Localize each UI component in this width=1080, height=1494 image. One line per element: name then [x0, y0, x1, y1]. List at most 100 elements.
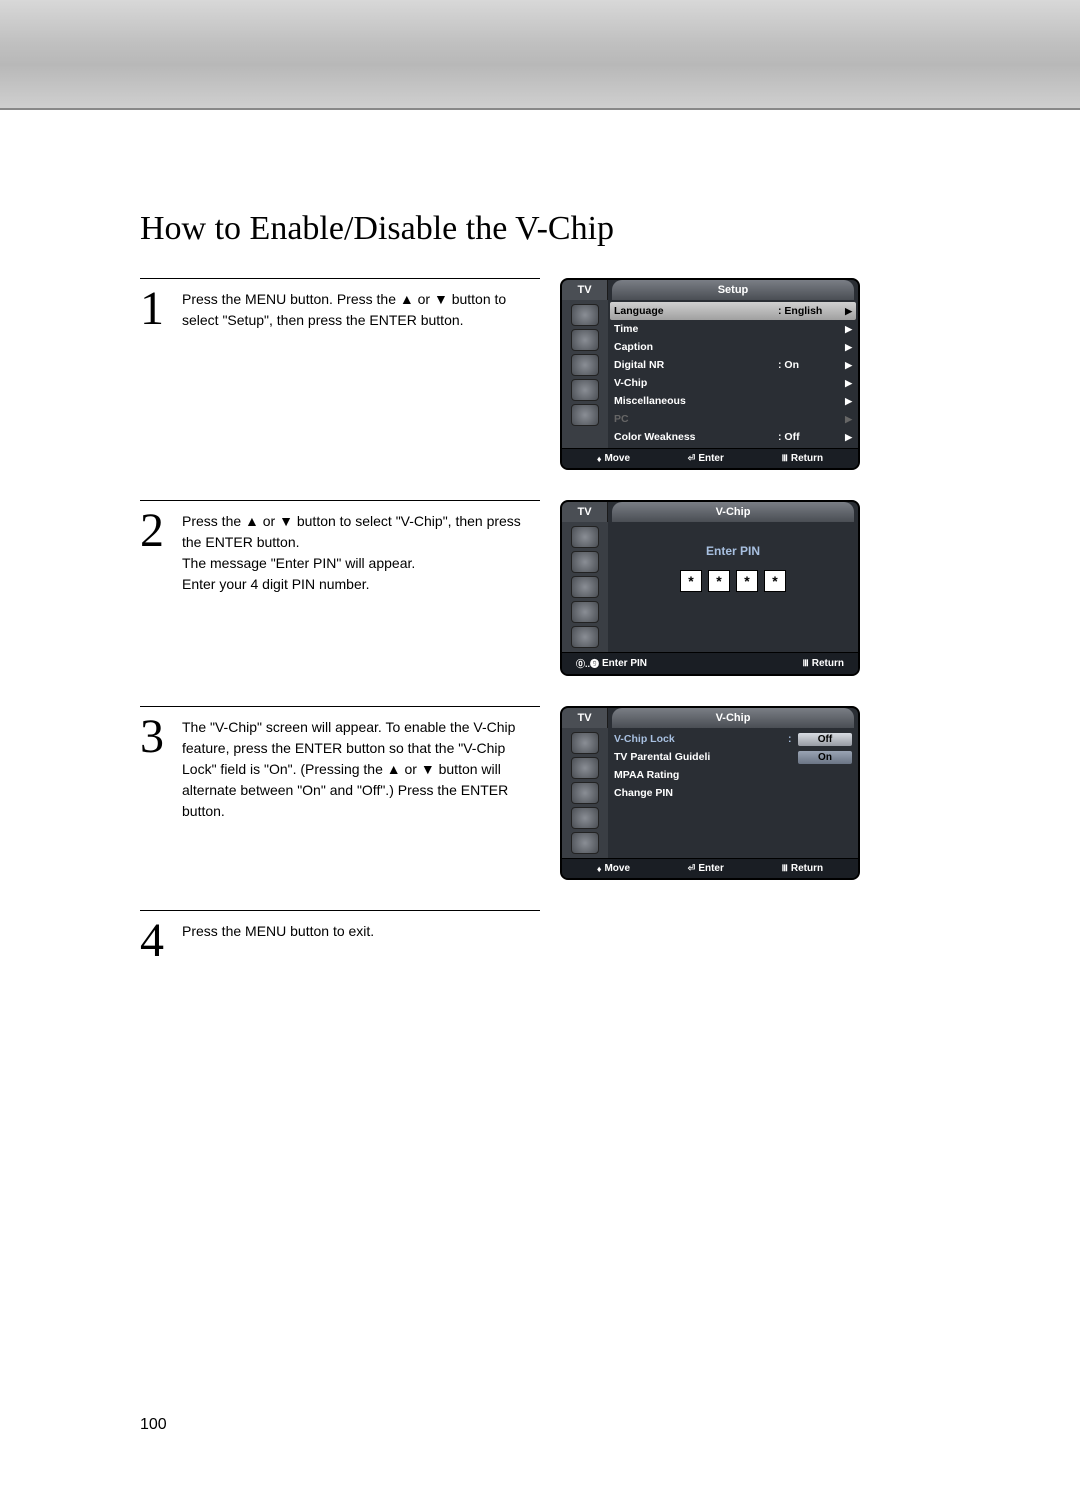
chevron-right-icon: ▶ [838, 414, 852, 425]
footer-return: ⅢReturn [782, 863, 823, 874]
page-title: How to Enable/Disable the V-Chip [140, 210, 940, 248]
screen-footer: ♦Move ⏎Enter ⅢReturn [562, 448, 858, 468]
step-number: 3 [140, 713, 170, 822]
menu-item-caption[interactable]: Caption ▶ [614, 338, 852, 356]
tv-icon [571, 576, 599, 598]
page-number: 100 [140, 1416, 167, 1434]
step-left: 2 Press the ▲ or ▼ button to select "V-C… [140, 500, 540, 595]
tv-icon [571, 732, 599, 754]
tv-icon [571, 807, 599, 829]
step-text: Press the ▲ or ▼ button to select "V-Chi… [182, 507, 540, 595]
enter-icon: ⏎ [688, 863, 696, 874]
menu-label: Digital NR [614, 359, 778, 371]
tv-icon [571, 379, 599, 401]
menu-label: V-Chip Lock [614, 733, 788, 745]
footer-return: ⅢReturn [782, 453, 823, 464]
tv-label: TV [562, 502, 608, 522]
menu-label: Language [614, 305, 778, 317]
enter-pin-label: Enter PIN [614, 544, 852, 558]
menu-label: Time [614, 323, 778, 335]
tv-label: TV [562, 708, 608, 728]
steps-list: 1 Press the MENU button. Press the ▲ or … [140, 278, 940, 965]
step-text: Press the MENU button to exit. [182, 917, 374, 965]
chevron-right-icon: ▶ [838, 432, 852, 443]
menu-item-pc: PC ▶ [614, 410, 852, 428]
enter-icon: ⏎ [688, 453, 696, 464]
tv-icon [571, 757, 599, 779]
step-left: 3 The "V-Chip" screen will appear. To en… [140, 706, 540, 822]
tv-icon [571, 526, 599, 548]
pin-digit[interactable]: * [764, 570, 786, 592]
menu-label: Color Weakness [614, 431, 778, 443]
tv-icon [571, 551, 599, 573]
tv-icon [571, 404, 599, 426]
menu-item-time[interactable]: Time ▶ [614, 320, 852, 338]
return-icon: Ⅲ [803, 658, 809, 669]
screen-footer: ⓪..➒ Enter PIN Ⅲ Return [562, 652, 858, 674]
menu-item-color-weakness[interactable]: Color Weakness : Off ▶ [614, 428, 852, 446]
colon: : [788, 733, 798, 745]
menu-item-language[interactable]: Language : English ▶ [610, 302, 856, 320]
tv-icon [571, 601, 599, 623]
tv-icon [571, 626, 599, 648]
menu-value: : On [778, 359, 838, 371]
pin-menu: Enter PIN * * * * [608, 522, 858, 652]
footer-enter-pin: ⓪..➒ Enter PIN [576, 657, 647, 670]
pin-digit[interactable]: * [708, 570, 730, 592]
tv-icon [571, 782, 599, 804]
category-icons [562, 728, 608, 858]
step-left: 1 Press the MENU button. Press the ▲ or … [140, 278, 540, 333]
step-text: The "V-Chip" screen will appear. To enab… [182, 713, 540, 822]
numpad-icon: ⓪..➒ [576, 657, 599, 670]
screen-title: V-Chip [612, 708, 854, 728]
page-content: How to Enable/Disable the V-Chip 1 Press… [0, 110, 1080, 965]
tv-screen-pin: TV V-Chip Enter PIN [560, 500, 860, 676]
step-number: 4 [140, 917, 170, 965]
footer-enter: ⏎Enter [688, 453, 724, 464]
menu-item-change-pin[interactable]: Change PIN [614, 784, 852, 802]
step-4: 4 Press the MENU button to exit. [140, 910, 940, 965]
menu-item-vchip-lock[interactable]: V-Chip Lock : Off [614, 730, 852, 748]
menu-item-misc[interactable]: Miscellaneous ▶ [614, 392, 852, 410]
pin-boxes: * * * * [614, 570, 852, 592]
vchip-menu: V-Chip Lock : Off TV Parental Guideli On… [608, 728, 858, 858]
chevron-right-icon: ▶ [838, 306, 852, 317]
tv-label: TV [562, 280, 608, 300]
footer-enter: ⏎Enter [688, 863, 724, 874]
tv-icon [571, 329, 599, 351]
screen-footer: ♦Move ⏎Enter ⅢReturn [562, 858, 858, 878]
footer-return: Ⅲ Return [803, 657, 844, 670]
pin-digit[interactable]: * [680, 570, 702, 592]
value-pill[interactable]: On [798, 751, 852, 764]
menu-item-mpaa[interactable]: MPAA Rating [614, 766, 852, 784]
menu-label: Change PIN [614, 787, 852, 799]
setup-menu: Language : English ▶ Time ▶ Caption [608, 300, 858, 448]
menu-item-digital-nr[interactable]: Digital NR : On ▶ [614, 356, 852, 374]
step-text: Press the MENU button. Press the ▲ or ▼ … [182, 285, 540, 333]
footer-move: ♦Move [597, 863, 630, 874]
menu-label: Caption [614, 341, 778, 353]
chevron-right-icon: ▶ [838, 396, 852, 407]
chevron-right-icon: ▶ [838, 378, 852, 389]
tv-icon [571, 832, 599, 854]
menu-label: PC [614, 413, 778, 425]
screen-title: V-Chip [612, 502, 854, 522]
menu-value: : Off [778, 431, 838, 443]
menu-item-vchip[interactable]: V-Chip ▶ [614, 374, 852, 392]
step-number: 2 [140, 507, 170, 595]
chevron-right-icon: ▶ [838, 360, 852, 371]
updown-icon: ♦ [597, 454, 602, 464]
step-1: 1 Press the MENU button. Press the ▲ or … [140, 278, 940, 490]
menu-label: MPAA Rating [614, 769, 852, 781]
tv-icon [571, 354, 599, 376]
menu-label: V-Chip [614, 377, 778, 389]
menu-item-tv-parental[interactable]: TV Parental Guideli On [614, 748, 852, 766]
header-bar [0, 0, 1080, 110]
category-icons [562, 522, 608, 652]
step-left: 4 Press the MENU button to exit. [140, 910, 540, 965]
value-pill[interactable]: Off [798, 733, 852, 746]
pin-digit[interactable]: * [736, 570, 758, 592]
menu-label: Miscellaneous [614, 395, 778, 407]
tv-screen-vchip: TV V-Chip V-Chip Lock : [560, 706, 860, 880]
return-icon: Ⅲ [782, 453, 788, 464]
